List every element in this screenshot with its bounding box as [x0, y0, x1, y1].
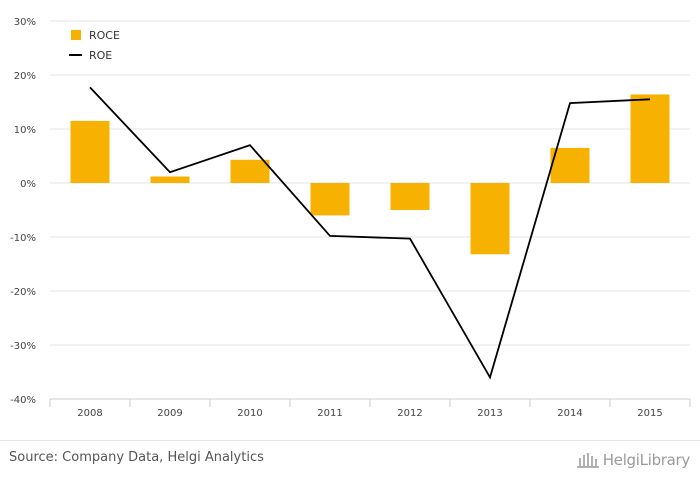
roce-bar: [310, 183, 350, 216]
y-tick-label: 30%: [14, 17, 36, 28]
roce-bar: [150, 176, 190, 183]
x-tick-label: 2013: [477, 408, 502, 419]
y-tick-label: -30%: [10, 341, 36, 352]
y-tick-label: -20%: [10, 287, 36, 298]
x-tick-label: 2012: [397, 408, 422, 419]
roce-bar: [390, 183, 430, 210]
brand-logo[interactable]: HelgiLibrary: [576, 449, 690, 471]
source-note: Source: Company Data, Helgi Analytics: [9, 450, 264, 465]
y-tick-label: 0%: [20, 179, 36, 190]
chart-svg: 30% 20% 10% 0% -10% -20% -30% -40% 2008 2009 2010 2…: [10, 17, 691, 419]
x-tick-label: 2011: [317, 408, 342, 419]
chart-area: 30% 20% 10% 0% -10% -20% -30% -40% 2008 2009 2010 2…: [10, 17, 691, 419]
x-tick-label: 2008: [77, 408, 102, 419]
roce-bar: [470, 183, 510, 255]
y-tick-label: 10%: [14, 125, 36, 136]
brand-name: HelgiLibrary: [602, 451, 691, 469]
y-tick-label: 20%: [14, 71, 36, 82]
roce-bar: [630, 94, 670, 183]
library-building-icon: [576, 453, 599, 468]
x-tick-label: 2010: [237, 408, 262, 419]
x-tick-label: 2014: [557, 408, 582, 419]
y-tick-label: -40%: [10, 395, 36, 406]
roe-line: [89, 86, 651, 380]
roce-bar: [550, 147, 590, 183]
x-tick-label: 2009: [157, 408, 182, 419]
legend-label-roe: ROE: [89, 49, 112, 62]
legend-label-roce: ROCE: [89, 29, 120, 42]
roce-bar: [70, 120, 110, 183]
x-tick-label: 2015: [637, 408, 662, 419]
roce-bar: [230, 159, 270, 183]
legend-swatch-roce: [71, 30, 81, 40]
footer-divider: [0, 440, 700, 441]
y-tick-label: -10%: [10, 233, 36, 244]
